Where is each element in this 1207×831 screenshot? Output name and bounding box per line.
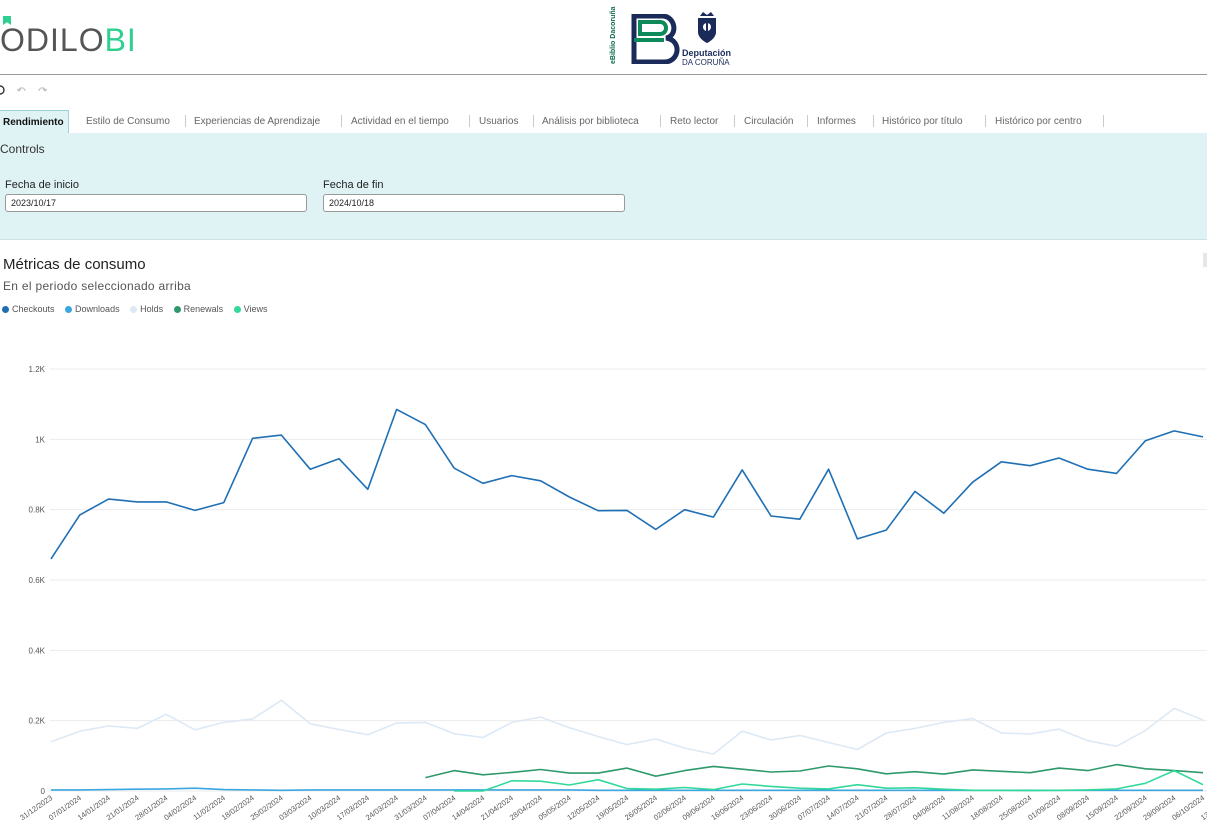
tab-separator (807, 115, 808, 127)
tab-label: Reto lector (670, 116, 719, 127)
tab-separator (185, 115, 186, 127)
tab-separator (985, 115, 986, 127)
deputacion-name: Deputación (682, 48, 732, 58)
undo-icon[interactable] (17, 85, 27, 95)
ebiblio-logo: eBiblio Dacoruña (610, 6, 680, 64)
y-tick-label: 1K (35, 435, 45, 444)
controls-title: Controls (0, 142, 45, 156)
legend-item-views[interactable]: Views (233, 304, 268, 314)
refresh-icon[interactable] (0, 84, 6, 96)
tab-experiencias-de-aprendizaje[interactable]: Experiencias de Aprendizaje (194, 110, 320, 133)
legend-dot (173, 305, 181, 313)
tab-reto-lector[interactable]: Reto lector (670, 110, 718, 133)
series-line-renewals[interactable] (425, 763, 1204, 779)
legend-label: Holds (140, 304, 164, 314)
tab-historico-por-titulo[interactable]: Histórico por título (882, 110, 963, 133)
tab-label: Histórico por título (882, 116, 963, 127)
tab-separator (469, 115, 470, 127)
start-date-label: Fecha de inicio (5, 179, 79, 191)
end-date-label: Fecha de fin (323, 179, 384, 191)
legend-dot (130, 305, 138, 313)
legend-item-holds[interactable]: Holds (130, 304, 163, 314)
tab-separator (1103, 115, 1104, 127)
y-tick-label: 0 (41, 787, 46, 796)
end-date-input[interactable]: 2024/10/18 (323, 194, 625, 212)
legend-label: Views (243, 304, 268, 314)
series-line-views[interactable] (454, 769, 1204, 792)
chart-subtitle: En el periodo seleccionado arriba (3, 279, 192, 293)
legend-dot (2, 305, 9, 313)
legend-label: Renewals (183, 304, 224, 314)
scrollbar[interactable] (1203, 253, 1207, 267)
tab-historico-por-centro[interactable]: Histórico por centro (995, 110, 1082, 133)
ebiblio-logo-text: eBiblio Dacoruña (610, 6, 617, 64)
tab-rendimiento[interactable]: Rendimiento (0, 110, 69, 134)
brand-name-right: BI (104, 22, 137, 58)
tab-actividad-en-el-tiempo[interactable]: Actividad en el tiempo (351, 110, 449, 133)
tab-separator (734, 115, 735, 127)
series-line-checkouts[interactable] (50, 408, 1204, 560)
tab-label: Rendimiento (3, 117, 64, 128)
legend-label: Checkouts (12, 304, 55, 314)
redo-icon[interactable] (37, 85, 47, 95)
controls-panel: Controls Fecha de inicio 2023/10/17 Fech… (0, 133, 1207, 240)
tab-usuarios[interactable]: Usuarios (479, 110, 518, 133)
tab-label: Informes (817, 116, 856, 127)
legend-item-renewals[interactable]: Renewals (173, 304, 224, 314)
tab-label: Usuarios (479, 116, 519, 127)
tab-label: Actividad en el tiempo (351, 116, 449, 127)
tab-separator (660, 115, 661, 127)
tab-separator (533, 115, 534, 127)
odilo-bi-logo: ODILOBI (0, 16, 137, 60)
legend-dot (65, 305, 73, 313)
ebiblio-b-icon (631, 14, 680, 64)
consumption-line-chart: 00.2K0.4K0.6K0.8K1K1.2K31/12/202307/01/2… (18, 365, 1207, 822)
tab-separator (341, 115, 342, 127)
legend-item-checkouts[interactable]: Checkouts (2, 304, 55, 314)
tab-label: Experiencias de Aprendizaje (194, 116, 321, 127)
y-tick-label: 1.2K (29, 365, 46, 374)
y-tick-label: 0.8K (29, 506, 46, 515)
y-tick-label: 0.6K (29, 576, 46, 585)
deputacion-subtitle: DA CORUÑA (682, 58, 730, 67)
tab-bar: Rendimiento Estilo de Consumo Experienci… (0, 110, 1207, 134)
app-header: ODILOBI eBiblio Dacoruña Deputación DA C… (0, 0, 1207, 75)
tab-circulacion[interactable]: Circulación (744, 110, 793, 133)
bookmark-icon (3, 16, 11, 25)
tab-label: Histórico por centro (995, 116, 1082, 127)
tab-label: Estilo de Consumo (86, 116, 170, 127)
crest-icon (698, 12, 716, 43)
series-line-holds[interactable] (50, 699, 1204, 755)
tab-label: Circulación (744, 116, 794, 127)
start-date-input[interactable]: 2023/10/17 (5, 194, 307, 212)
chart-title: Métricas de consumo (3, 256, 146, 273)
tab-label: Análisis por biblioteca (542, 116, 639, 127)
legend-label: Downloads (75, 304, 120, 314)
chart-legend: Checkouts Downloads Holds Renewals Views (2, 304, 276, 314)
tab-separator (873, 115, 874, 127)
deputacion-logo: Deputación DA CORUÑA (682, 10, 742, 70)
y-tick-label: 0.4K (29, 646, 46, 655)
y-tick-label: 0.2K (29, 717, 46, 726)
legend-item-downloads[interactable]: Downloads (65, 304, 120, 314)
tab-estilo-de-consumo[interactable]: Estilo de Consumo (86, 110, 170, 133)
brand-name-left: ODILO (0, 22, 105, 58)
tab-informes[interactable]: Informes (817, 110, 856, 133)
legend-dot (233, 305, 241, 313)
tab-analisis-por-biblioteca[interactable]: Análisis por biblioteca (542, 110, 639, 133)
